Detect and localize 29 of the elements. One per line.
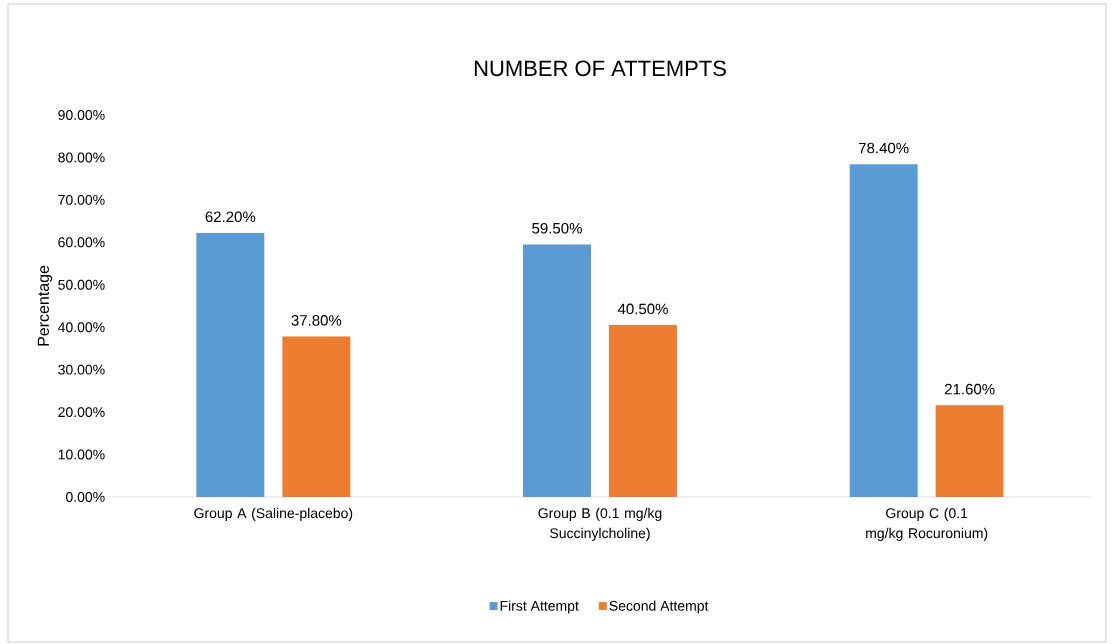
data-label: 78.40% [859,142,909,154]
legend-label: Second Attempt [609,600,709,614]
y-tick-label: 80.00% [58,152,105,163]
y-tick-label: 0.00% [65,492,105,502]
y-tick-label: 70.00% [58,194,105,205]
y-tick-label: 90.00% [58,110,105,120]
bar [523,244,591,497]
bar [609,325,677,497]
legend-label: First Attempt [500,600,579,614]
data-label: 59.50% [532,222,582,234]
y-tick-label: 20.00% [58,407,105,418]
bar [849,164,918,497]
x-tick-label: Group B (0.1 mg/kg Succinylcholine) [538,507,662,541]
bar [935,405,1004,497]
x-tick-label: Group C (0.1 mg/kg Rocuronium) [866,507,988,541]
y-tick-label: 30.00% [58,364,105,375]
data-label: 37.80% [291,315,342,326]
y-axis-title: Percentage [37,265,53,346]
bar [282,336,351,497]
y-tick-label: 60.00% [58,237,105,248]
y-tick-label: 50.00% [58,279,105,290]
y-tick-label: 40.00% [57,322,105,333]
bar [196,232,265,497]
y-tick-label: 10.00% [58,449,105,460]
chart-title: NUMBER OF ATTEMPTS [474,60,726,77]
data-label: 40.50% [617,303,668,315]
data-label: 62.20% [205,211,256,223]
x-tick-label: Group A (Saline-placebo) [194,507,353,521]
data-label: 21.60% [944,383,995,395]
